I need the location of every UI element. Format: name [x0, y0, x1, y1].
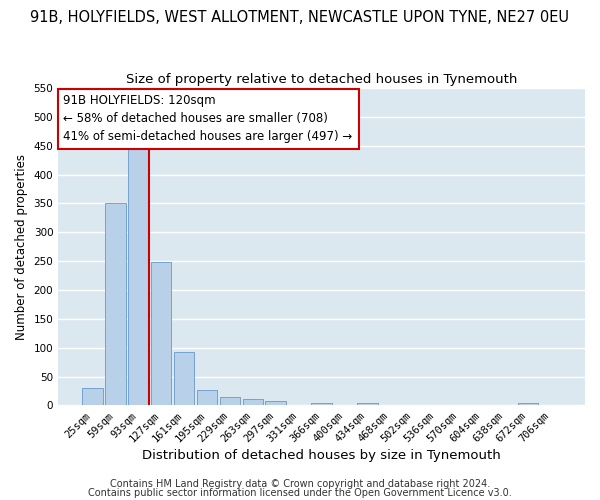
Bar	[311, 402, 332, 406]
Bar	[128, 148, 149, 406]
Bar	[357, 402, 378, 406]
Title: Size of property relative to detached houses in Tynemouth: Size of property relative to detached ho…	[126, 72, 517, 86]
Text: Contains public sector information licensed under the Open Government Licence v3: Contains public sector information licen…	[88, 488, 512, 498]
Y-axis label: Number of detached properties: Number of detached properties	[15, 154, 28, 340]
Text: 91B HOLYFIELDS: 120sqm
← 58% of detached houses are smaller (708)
41% of semi-de: 91B HOLYFIELDS: 120sqm ← 58% of detached…	[64, 94, 353, 144]
Bar	[151, 262, 172, 406]
Bar	[174, 352, 194, 406]
Bar	[518, 402, 538, 406]
Bar	[105, 204, 125, 406]
X-axis label: Distribution of detached houses by size in Tynemouth: Distribution of detached houses by size …	[142, 450, 501, 462]
Bar	[242, 398, 263, 406]
Text: Contains HM Land Registry data © Crown copyright and database right 2024.: Contains HM Land Registry data © Crown c…	[110, 479, 490, 489]
Bar	[82, 388, 103, 406]
Bar	[265, 402, 286, 406]
Bar	[197, 390, 217, 406]
Bar	[220, 397, 240, 406]
Text: 91B, HOLYFIELDS, WEST ALLOTMENT, NEWCASTLE UPON TYNE, NE27 0EU: 91B, HOLYFIELDS, WEST ALLOTMENT, NEWCAST…	[31, 10, 569, 25]
